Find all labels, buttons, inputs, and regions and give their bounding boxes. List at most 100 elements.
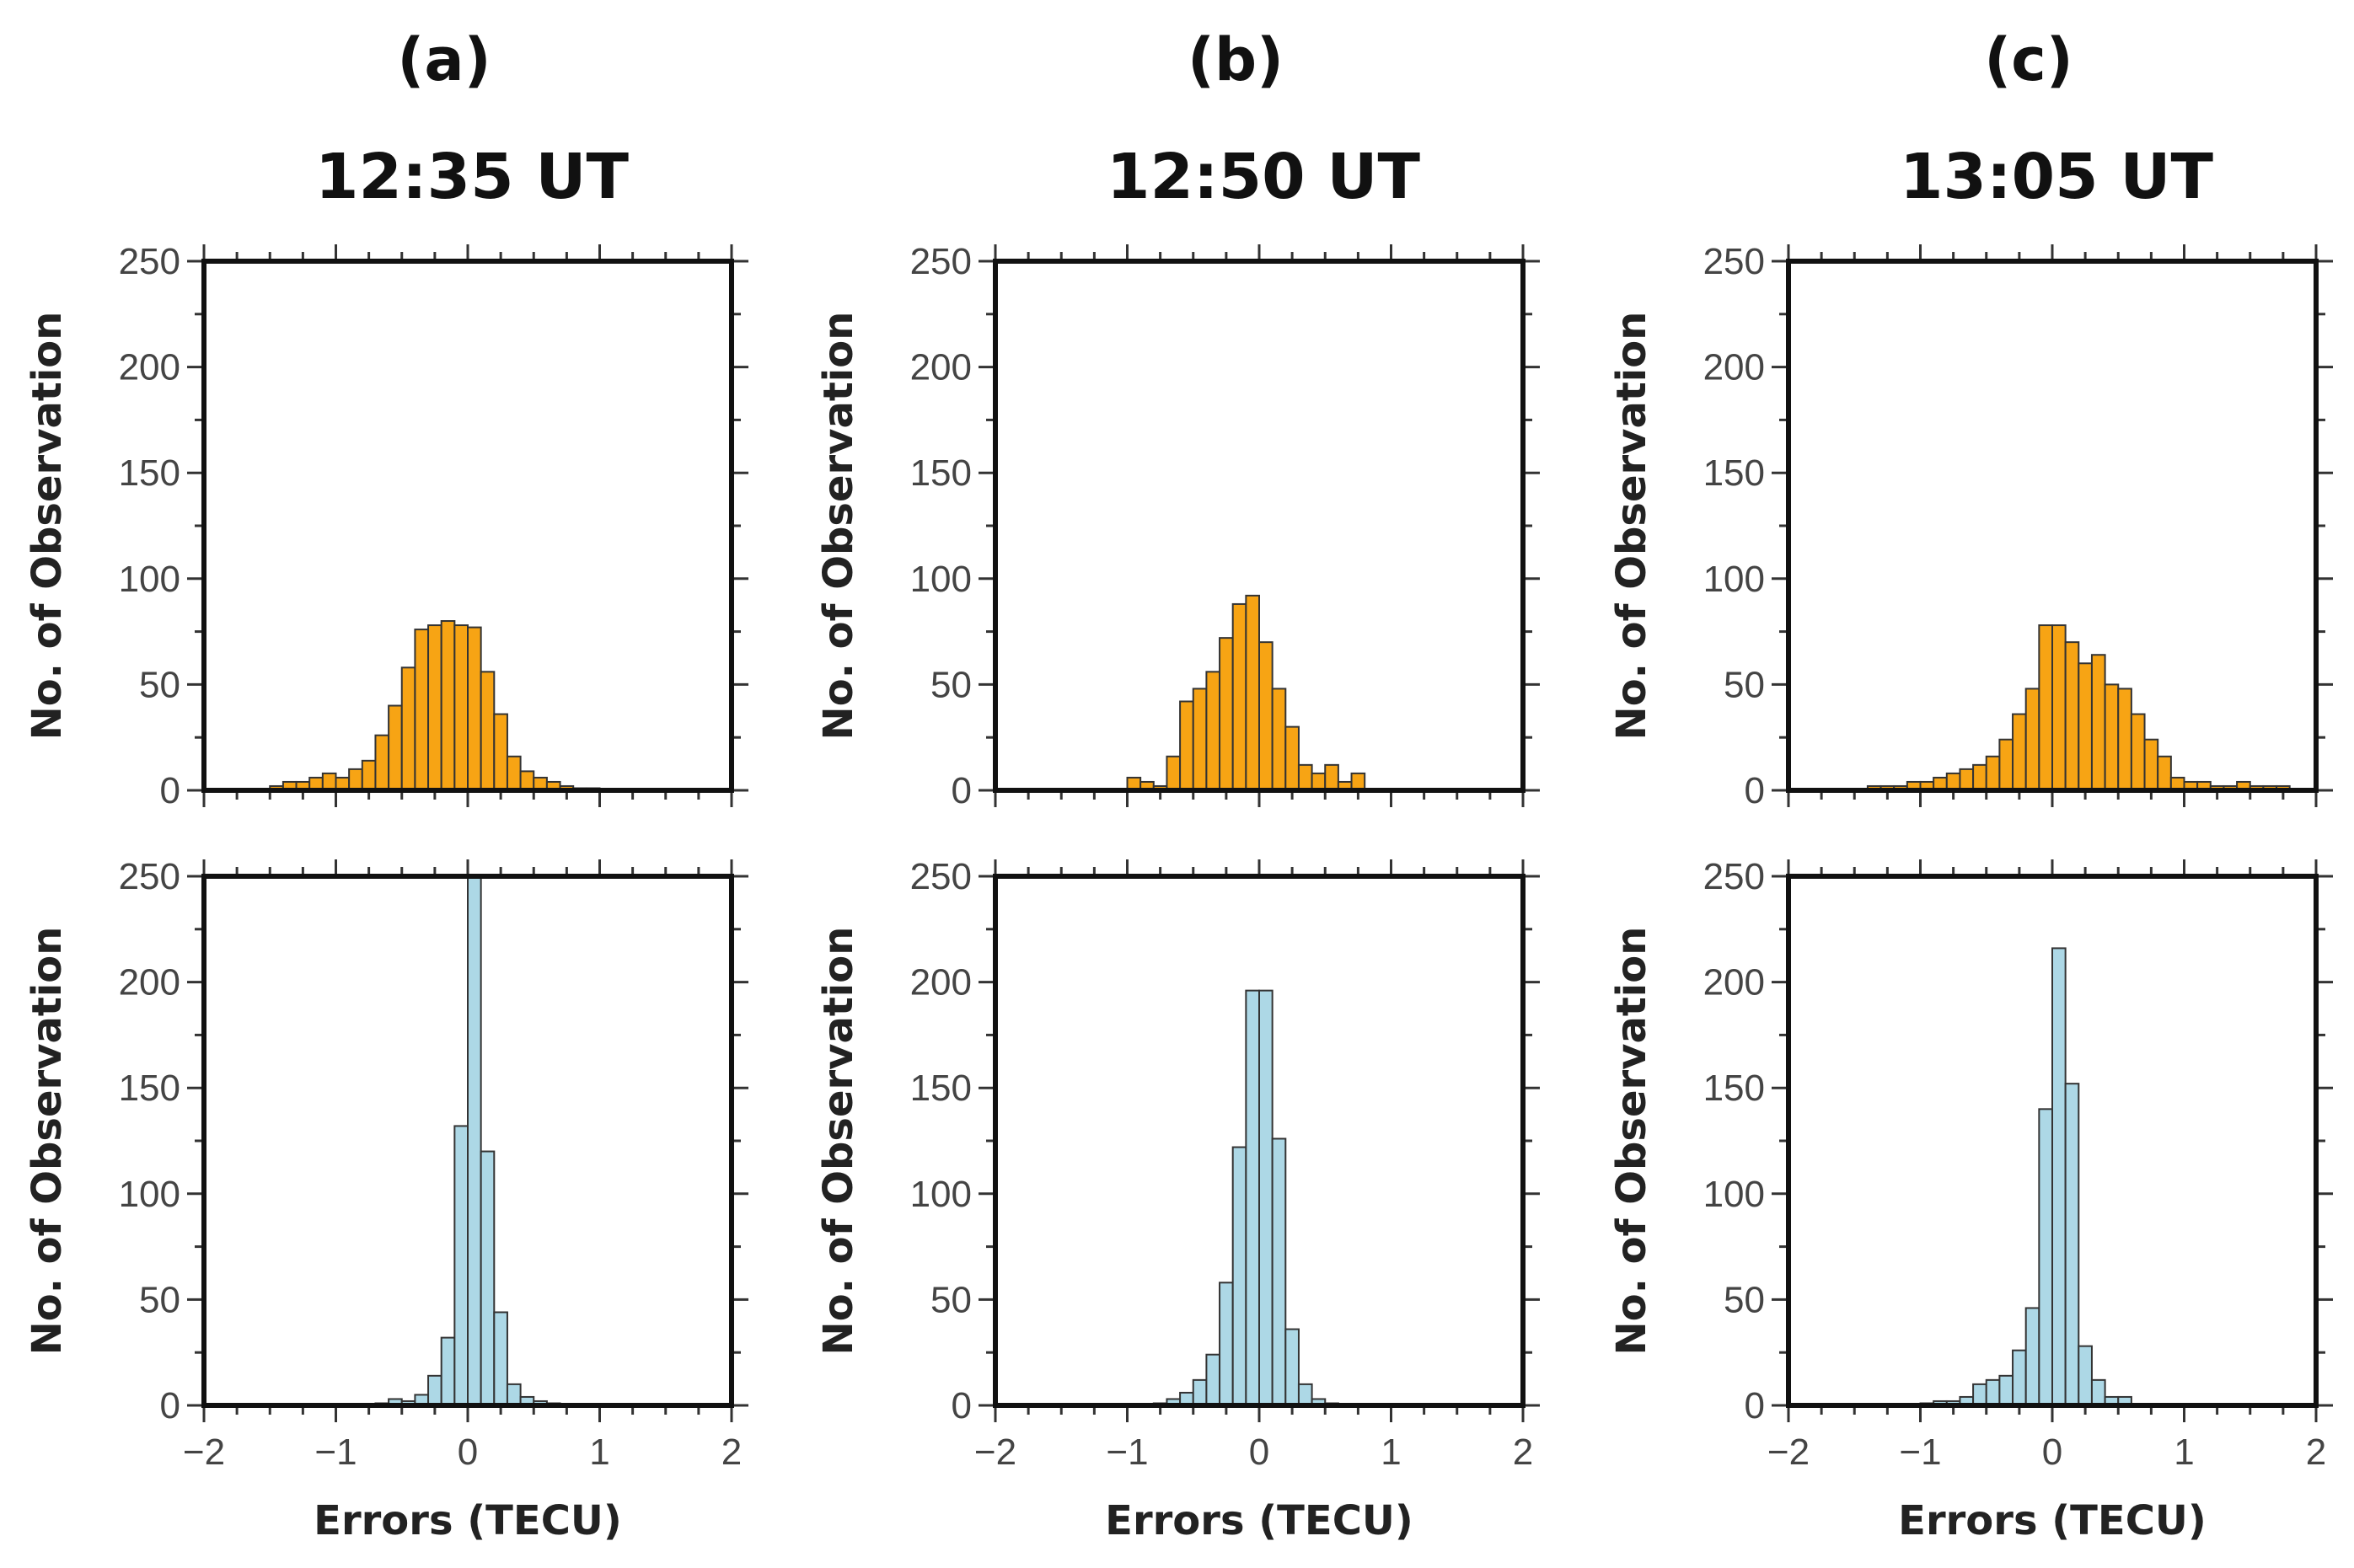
histogram-bar [1972,763,1987,792]
y-tick-label: 250 [1703,241,1765,282]
y-tick-label: 200 [119,962,180,1003]
histogram-bar [440,1336,456,1406]
x-tick-label: −1 [1106,1432,1148,1473]
histogram-bar [1219,637,1234,791]
histogram-bar [506,755,522,791]
x-tick-label: −2 [974,1432,1016,1473]
x-tick-label: 0 [2042,1432,2062,1473]
plot-frame [201,259,734,793]
histogram-panel-b-top: 0 50 100 150 200 250 No. of Observation (b) 12:5… [815,25,1540,811]
x-tick-label: 1 [2174,1432,2194,1473]
histogram-bar [1998,738,2014,791]
histogram-bar [1231,1146,1247,1406]
x-tick-label: −2 [1767,1432,1810,1473]
histogram-bar [453,1125,469,1407]
x-tick-label: −1 [1899,1432,1941,1473]
histogram-bar [1998,1374,2014,1407]
x-tick-label: 2 [1513,1432,1533,1473]
y-tick-label: 0 [1745,770,1765,811]
x-tick-label: 1 [589,1432,609,1473]
histogram-bar [1179,700,1194,791]
y-axis-label: No. of Observation [1608,927,1655,1356]
y-axis-label: No. of Observation [24,312,71,741]
x-tick-label: −1 [314,1432,357,1473]
y-tick-label: 150 [1703,1068,1765,1109]
histogram-bar [1311,772,1327,791]
panel-time-title: 13:05 UT [1900,141,2213,213]
histogram-panel-a-top: 0 50 100 150 200 250 No. of Observation (a) 12:3… [24,25,748,811]
histogram-bar [374,734,390,791]
histogram-bar [506,1383,522,1407]
y-tick-label: 50 [1724,664,1765,705]
histogram-bar [1945,772,1961,791]
y-tick-label: 200 [910,347,972,388]
y-tick-label: 100 [1703,559,1765,600]
x-tick-label: 2 [721,1432,742,1473]
y-tick-label: 0 [952,1385,972,1426]
y-axis-label: No. of Observation [24,927,71,1356]
histogram-bar [1284,725,1300,792]
histogram-bar [1258,989,1274,1406]
histogram-bar [453,624,469,792]
histogram-bar [2012,1349,2027,1406]
y-tick-label: 250 [119,241,180,282]
plot-frame [993,874,1526,1408]
histogram-bar [414,629,430,792]
y-tick-label: 50 [139,1279,180,1320]
plot-frame [1786,259,2319,793]
y-tick-label: 0 [160,1385,180,1426]
y-tick-label: 250 [910,241,972,282]
histogram-bar [480,1150,496,1407]
plot-frame [993,259,1526,793]
y-tick-label: 50 [930,664,972,705]
histogram-bar [2130,713,2146,791]
y-tick-label: 250 [910,856,972,897]
histogram-bar [493,1311,508,1407]
x-tick-label: 2 [2306,1432,2326,1473]
histogram-bar [1350,772,1366,791]
y-tick-label: 100 [1703,1174,1765,1215]
y-tick-label: 150 [119,452,180,494]
histogram-bar [1271,1137,1287,1407]
histogram-panel-c-top: 0 50 100 150 200 250 No. of Observation (c) 13:0… [1608,25,2333,811]
histogram-bar [427,624,442,792]
histogram-bar [400,666,416,792]
panel-label: (c) [1984,25,2072,94]
histogram-bar [1324,763,1339,792]
y-tick-label: 150 [910,1068,972,1109]
histogram-bar [2143,738,2159,791]
y-axis-label: No. of Observation [1608,312,1655,741]
histogram-bar [2051,947,2067,1406]
histogram-bar [2012,713,2027,791]
y-tick-label: 250 [1703,856,1765,897]
histogram-panel-a-bottom: 0 50 100 150 200 250 No. of Observation −2 −1 0 1 2… [24,856,748,1544]
x-tick-label: 0 [458,1432,478,1473]
histogram-bar [519,770,535,792]
histogram-bar [2064,1083,2080,1407]
histogram-bar [480,671,496,791]
histogram-bar [1205,1353,1221,1407]
histogram-bar [2024,1307,2040,1406]
y-tick-label: 100 [910,1174,972,1215]
y-axis-label: No. of Observation [815,927,862,1356]
histogram-bar [2024,688,2040,792]
y-tick-label: 200 [910,962,972,1003]
histogram-bar [1192,1378,1208,1406]
histogram-bar [1959,768,1975,792]
histogram-bar [1245,594,1260,791]
histogram-panel-b-bottom: 0 50 100 150 200 250 No. of Observation −2 −1 0 1 2… [815,856,1540,1544]
histogram-bar [1297,1383,1313,1407]
y-tick-label: 100 [119,559,180,600]
histogram-bar [440,620,456,791]
panel-time-title: 12:50 UT [1107,141,1420,213]
y-tick-label: 50 [139,664,180,705]
histogram-bar [1245,989,1260,1406]
panel-time-title: 12:35 UT [315,141,629,213]
histogram-bar [2090,1378,2106,1406]
histogram-bar [1192,688,1208,792]
y-axis-label: No. of Observation [815,312,862,741]
histogram-bar [388,704,403,792]
y-tick-label: 0 [160,770,180,811]
histogram-bar [2038,624,2054,792]
histogram-bar [1284,1328,1300,1406]
